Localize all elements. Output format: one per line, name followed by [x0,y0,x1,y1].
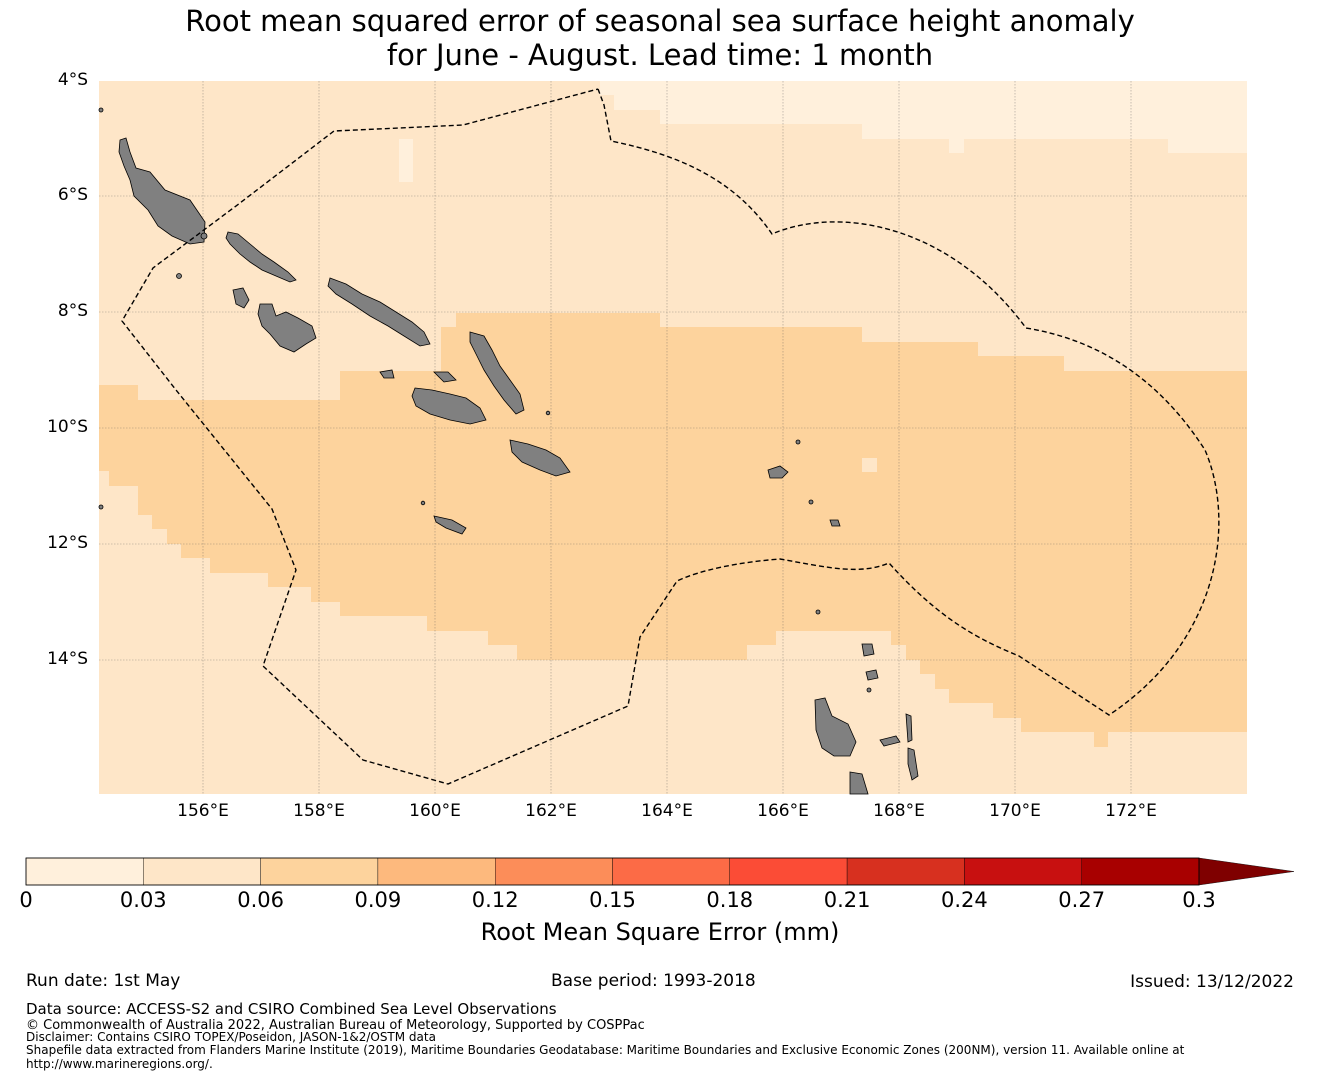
map-figure [98,81,1247,795]
ambae-island [879,735,901,747]
shapefile-note: Shapefile data extracted from Flanders M… [26,1043,1185,1057]
colorbar-tick-label: 0.3 [1182,888,1216,912]
lat-tick-label: 10°S [47,417,88,437]
lon-tick-label: 168°E [873,801,925,821]
colorbar-tick-label: 0.24 [941,888,988,912]
run-date: Run date: 1st May [26,971,181,991]
colorbar-outline [25,857,1200,886]
data-source: Data source: ACCESS-S2 and CSIRO Combine… [26,1000,557,1018]
lon-tick-label: 156°E [177,801,229,821]
makira-island [509,439,571,477]
new-georgia-island [257,303,317,353]
guadalcanal-island [411,387,487,425]
choiseul-island [225,231,297,283]
pentecost-island [907,747,919,781]
malekula-island [849,771,869,795]
colorbar-cell [846,857,965,886]
lat-tick-label: 6°S [57,185,88,205]
colorbar-cell [495,857,613,886]
small-island [200,232,208,240]
map-title-line-2: for June - August. Lead time: 1 month [386,38,934,72]
field-lightest-patch [399,139,413,182]
colorbar-tick-label: 0.15 [589,888,636,912]
map-title-line-1: Root mean squared error of seasonal sea … [185,4,1135,38]
colorbar-cell [612,857,731,886]
colorbar [25,857,1295,886]
colorbar-cells [25,857,1295,886]
small-island [866,687,872,693]
lon-tick-label: 162°E [525,801,577,821]
lon-tick-label: 170°E [989,801,1041,821]
field-lightest [600,81,1247,153]
colorbar-cell [260,857,379,886]
small-island [815,609,821,615]
lon-tick-label: 164°E [641,801,693,821]
disclaimer-note: Disclaimer: Contains CSIRO TOPEX/Poseido… [26,1030,436,1044]
lon-tick-label: 160°E [409,801,461,821]
colorbar-tick-label: 0.03 [119,888,167,912]
malaita-island [469,331,525,415]
colorbar-tick-label: 0.06 [237,888,284,912]
colorbar-cell [143,857,261,886]
bougainville-island [118,137,206,245]
colorbar-tick-label: 0 [19,888,33,912]
small-island [98,504,104,510]
marineregions-url: http://www.marineregions.org/. [26,1057,213,1071]
small-island [420,500,426,506]
colorbar-extend-arrow [1198,857,1295,886]
torres-islands [861,643,875,657]
colorbar-cell [25,857,144,886]
small-island [98,107,104,113]
lat-tick-label: 4°S [57,70,88,90]
eez-boundary [121,88,1220,785]
graticule [99,81,1247,794]
santa-isabel-island [327,277,431,347]
florida-islands [433,371,457,383]
small-island [795,439,801,445]
rennell-island [433,515,467,535]
colorbar-tick-label: 0.12 [471,888,519,912]
espiritu-santo-island [814,697,857,757]
copyright-note: © Commonwealth of Australia 2022, Austra… [26,1018,645,1033]
colorbar-cell [729,857,848,886]
colorbar-tick-label: 0.09 [354,888,402,912]
lon-tick-label: 166°E [757,801,809,821]
base-period: Base period: 1993-2018 [551,971,756,991]
lat-tick-label: 8°S [57,301,88,321]
vella-lavella-island [232,287,250,309]
small-island [808,499,814,505]
colorbar-cell [377,857,496,886]
lon-tick-label: 158°E [293,801,345,821]
russell-islands [379,369,395,379]
santa-cruz-island [767,465,789,479]
small-island [545,410,551,416]
land-masses [98,107,919,795]
colorbar-cell [964,857,1082,886]
colorbar-cell [1081,857,1200,886]
vanikoro-island [829,519,841,527]
lon-tick-label: 172°E [1105,801,1157,821]
colorbar-tick-label: 0.18 [706,888,754,912]
rmse-field [99,81,1247,794]
small-island [176,273,182,279]
field-moderate [99,313,1247,747]
colorbar-label: Root Mean Square Error (mm) [480,918,840,946]
lat-tick-label: 12°S [47,533,88,553]
maewo-island [905,713,913,743]
colorbar-tick-label: 0.21 [823,888,871,912]
issued-date: Issued: 13/12/2022 [1130,972,1294,992]
banks-islands [865,669,879,681]
colorbar-tick-label: 0.27 [1058,888,1106,912]
lat-tick-label: 14°S [47,649,88,669]
